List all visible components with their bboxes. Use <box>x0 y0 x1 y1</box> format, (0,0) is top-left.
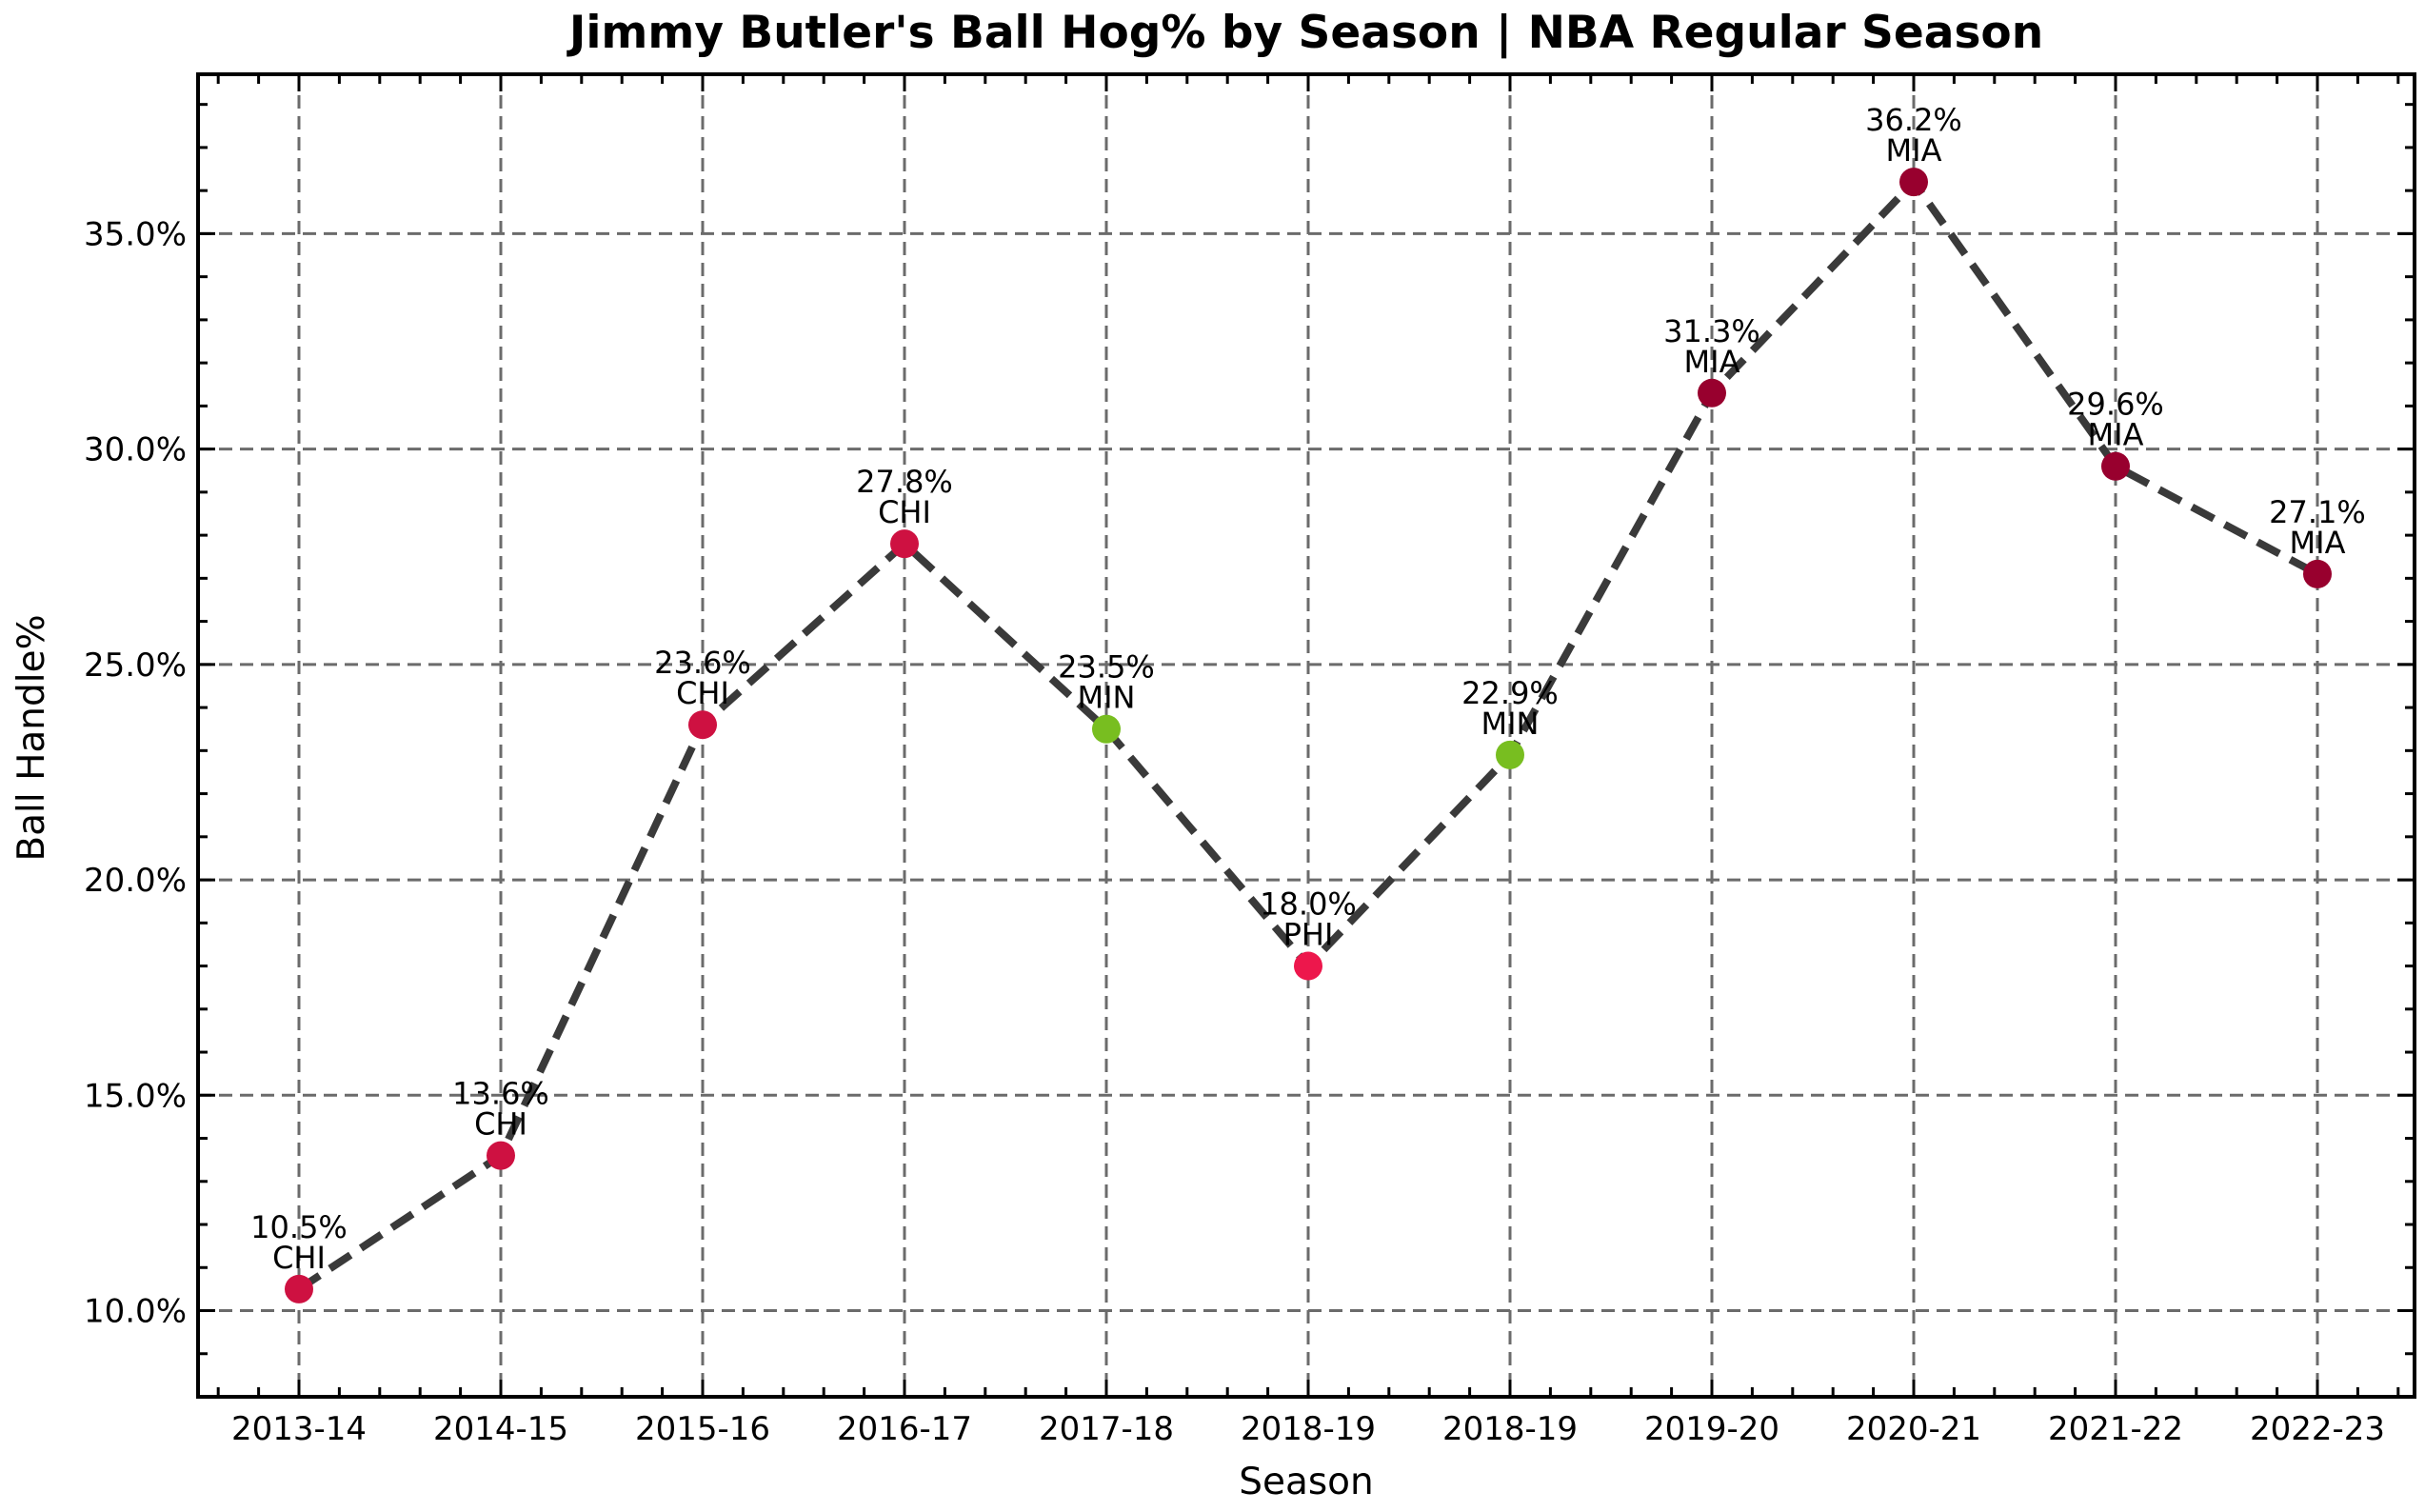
value-label: 13.6% <box>452 1076 549 1112</box>
x-tick-label: 2016-17 <box>837 1410 972 1448</box>
data-point <box>1899 168 1928 197</box>
data-point <box>487 1141 515 1170</box>
value-label: 23.6% <box>654 645 751 681</box>
team-label: CHI <box>272 1240 326 1276</box>
data-point <box>1294 951 1322 981</box>
value-label: 23.5% <box>1058 649 1155 686</box>
data-point <box>2101 451 2130 481</box>
y-tick-label: 30.0% <box>84 431 187 469</box>
value-label: 18.0% <box>1260 886 1357 923</box>
x-tick-label: 2020-21 <box>1846 1410 1981 1448</box>
data-point <box>285 1274 313 1303</box>
x-tick-label: 2018-19 <box>1442 1410 1578 1448</box>
x-tick-label: 2015-16 <box>635 1410 770 1448</box>
chart-title: Jimmy Butler's Ball Hog% by Season | NBA… <box>566 7 2043 59</box>
y-tick-label: 15.0% <box>84 1077 187 1115</box>
data-labels: 10.5%CHI13.6%CHI23.6%CHI27.8%CHI23.5%MIN… <box>250 102 2366 1276</box>
x-tick-label: 2022-23 <box>2250 1410 2385 1448</box>
value-label: 31.3% <box>1663 313 1760 349</box>
y-axis-label: Ball Handle% <box>10 614 53 861</box>
x-tick-label: 2021-22 <box>2048 1410 2183 1448</box>
team-label: MIA <box>1886 132 1942 169</box>
y-tick-label: 10.0% <box>84 1293 187 1331</box>
y-tick-label: 25.0% <box>84 647 187 685</box>
data-point <box>688 710 717 740</box>
data-point <box>1092 714 1121 744</box>
axis-ticks <box>198 74 2415 1399</box>
team-label: MIA <box>1684 344 1740 380</box>
team-label: MIA <box>2290 525 2346 561</box>
data-point <box>890 529 919 559</box>
x-tick-label: 2019-20 <box>1644 1410 1779 1448</box>
team-label: MIN <box>1078 680 1136 716</box>
grid <box>198 74 2415 1397</box>
y-tick-label: 35.0% <box>84 215 187 253</box>
team-label: CHI <box>474 1106 527 1143</box>
data-points <box>285 168 2332 1303</box>
value-label: 22.9% <box>1461 675 1559 711</box>
x-tick-label: 2014-15 <box>433 1410 568 1448</box>
x-tick-label: 2018-19 <box>1241 1410 1376 1448</box>
value-label: 36.2% <box>1865 102 1962 138</box>
team-label: CHI <box>878 494 931 530</box>
data-point <box>1496 740 1524 769</box>
x-tick-label: 2017-18 <box>1039 1410 1174 1448</box>
x-tick-label: 2013-14 <box>231 1410 367 1448</box>
x-axis-label: Season <box>1239 1461 1374 1503</box>
team-label: MIN <box>1481 706 1540 742</box>
y-tick-label: 20.0% <box>84 862 187 900</box>
team-label: MIA <box>2088 417 2144 453</box>
data-point <box>2303 559 2332 588</box>
value-label: 10.5% <box>250 1209 348 1245</box>
value-label: 29.6% <box>2067 387 2164 423</box>
team-label: PHI <box>1283 917 1334 953</box>
value-label: 27.8% <box>856 464 953 500</box>
data-point <box>1698 378 1726 408</box>
value-label: 27.1% <box>2269 494 2366 530</box>
tick-labels: 10.0% 15.0% 20.0% 25.0% 30.0% 35.0% 2013-14 201… <box>84 215 2385 1448</box>
plot-frame <box>196 72 2416 1399</box>
team-label: CHI <box>676 675 729 711</box>
